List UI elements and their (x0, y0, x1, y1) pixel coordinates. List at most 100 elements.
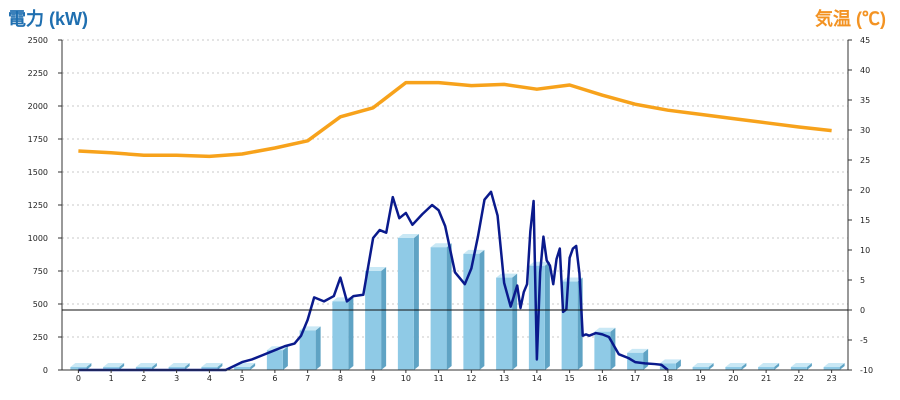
x-tick-label: 16 (597, 374, 607, 383)
bar-front (332, 301, 349, 370)
right-tick-label: -5 (860, 336, 868, 345)
bar-3 (168, 363, 190, 370)
bar-front (790, 367, 807, 370)
axis-layer: 02505007501000125015001750200022502500-1… (28, 36, 873, 383)
x-tick-label: 7 (305, 374, 310, 383)
x-tick-label: 6 (272, 374, 277, 383)
bar-7 (299, 326, 321, 370)
bar-0 (70, 363, 92, 370)
x-tick-label: 15 (565, 374, 575, 383)
bar-22 (790, 363, 812, 370)
right-tick-label: 40 (860, 66, 870, 75)
bar-side (119, 363, 125, 370)
left-tick-label: 500 (33, 300, 48, 309)
bar-top (496, 273, 518, 278)
left-tick-label: 2000 (28, 102, 48, 111)
right-tick-label: 0 (860, 306, 865, 315)
x-tick-label: 13 (499, 374, 509, 383)
bar-front (168, 367, 185, 370)
right-tick-label: 15 (860, 216, 870, 225)
bar-side (250, 363, 256, 370)
bar-top (627, 348, 649, 353)
left-tick-label: 0 (43, 366, 48, 375)
bar-front (758, 367, 775, 370)
bar-top (790, 363, 812, 367)
bar-front (397, 238, 414, 370)
bar-side (86, 363, 92, 370)
bar-front (234, 367, 251, 370)
bar-top (692, 363, 714, 367)
bar-11 (430, 243, 452, 370)
bar-front (266, 350, 283, 370)
right-tick-label: 25 (860, 156, 870, 165)
bar-front (561, 281, 578, 370)
x-tick-label: 8 (338, 374, 343, 383)
right-tick-label: 5 (860, 276, 865, 285)
bar-21 (758, 363, 780, 370)
bar-side (806, 363, 812, 370)
bar-front (659, 363, 676, 370)
left-tick-label: 250 (33, 333, 48, 342)
left-tick-label: 2250 (28, 69, 48, 78)
bar-front (70, 367, 87, 370)
bar-top (103, 363, 125, 367)
x-tick-label: 10 (401, 374, 411, 383)
grid-layer (62, 39, 848, 338)
bar-9 (365, 267, 387, 370)
bar-top (758, 363, 780, 367)
bar-side (315, 326, 321, 370)
x-tick-label: 1 (109, 374, 114, 383)
bar-front (463, 253, 480, 370)
bar-front (430, 247, 447, 370)
bar-20 (725, 363, 747, 370)
bar-top (823, 363, 845, 367)
bar-side (151, 363, 157, 370)
bars-layer (70, 234, 845, 370)
bar-23 (823, 363, 845, 370)
bar-side (446, 243, 452, 370)
x-tick-label: 23 (827, 374, 837, 383)
x-tick-label: 21 (761, 374, 771, 383)
right-tick-label: -10 (860, 366, 873, 375)
x-tick-label: 0 (76, 374, 81, 383)
left-axis-title: 電力 (kW) (8, 9, 88, 29)
bar-side (774, 363, 780, 370)
bar-side (413, 234, 419, 370)
right-tick-label: 20 (860, 186, 870, 195)
bar-side (839, 363, 845, 370)
x-tick-label: 14 (532, 374, 542, 383)
right-tick-label: 10 (860, 246, 870, 255)
x-tick-label: 3 (174, 374, 179, 383)
x-tick-label: 19 (696, 374, 706, 383)
bar-front (823, 367, 840, 370)
left-tick-label: 1750 (28, 135, 48, 144)
bar-19 (692, 363, 714, 370)
bar-side (184, 363, 190, 370)
bar-front (103, 367, 120, 370)
bar-2 (135, 363, 157, 370)
bar-front (692, 367, 709, 370)
left-tick-label: 750 (33, 267, 48, 276)
right-tick-label: 45 (860, 36, 870, 45)
temperature-line (78, 80, 832, 159)
bar-8 (332, 297, 354, 370)
bar-16 (594, 327, 616, 370)
x-tick-label: 11 (434, 374, 444, 383)
bar-top (659, 359, 681, 364)
bar-18 (659, 359, 681, 370)
right-tick-label: 35 (860, 96, 870, 105)
bar-front (365, 271, 382, 370)
left-tick-label: 1000 (28, 234, 48, 243)
bar-side (381, 267, 387, 370)
bar-side (282, 346, 288, 370)
x-tick-label: 22 (794, 374, 804, 383)
left-tick-label: 1250 (28, 201, 48, 210)
bar-top (430, 243, 452, 248)
x-tick-label: 4 (207, 374, 212, 383)
x-tick-label: 9 (371, 374, 376, 383)
bar-top (135, 363, 157, 367)
bar-top (70, 363, 92, 367)
right-axis-title: 気温 (℃) (815, 9, 886, 29)
bar-side (708, 363, 714, 370)
